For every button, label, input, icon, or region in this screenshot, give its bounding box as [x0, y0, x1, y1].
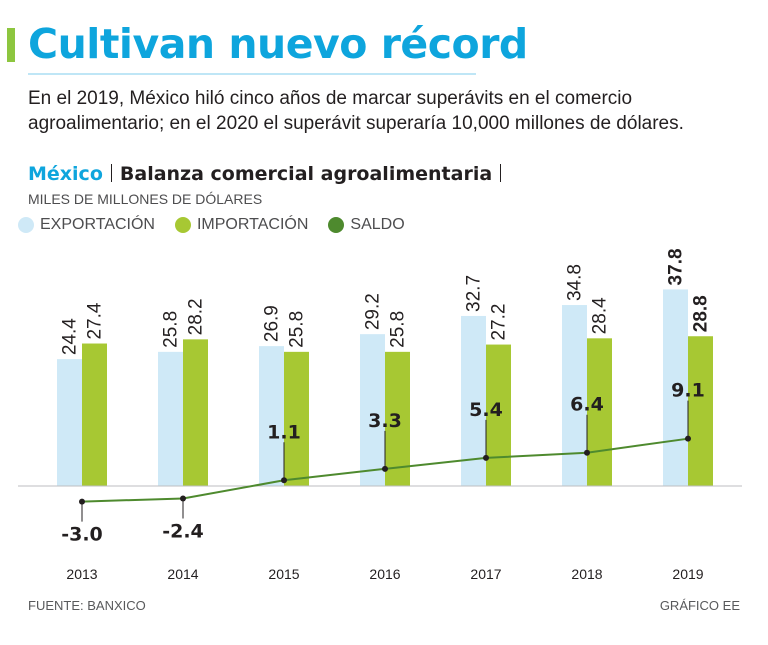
label-saldo-2013: -3.0	[61, 524, 103, 546]
title-underline	[28, 73, 476, 75]
bar-importacion-2014	[183, 339, 208, 486]
label-importacion-2014: 28.2	[186, 298, 207, 335]
label-saldo-2015: 1.1	[267, 421, 301, 443]
legend-label-exportacion: EXPORTACIÓN	[40, 216, 155, 233]
point-saldo-2018	[584, 449, 590, 456]
label-importacion-2017: 27.2	[489, 304, 510, 341]
title-accent-bar	[7, 28, 15, 62]
chart-credit: GRÁFICO EE	[659, 598, 740, 613]
x-tick-2014: 2014	[167, 566, 198, 582]
legend-swatch-importacion	[174, 217, 191, 233]
point-saldo-2013	[79, 498, 85, 505]
heading-separator-end	[500, 164, 502, 182]
legend-label-importacion: IMPORTACIÓN	[196, 216, 309, 233]
label-importacion-2019: 28.8	[691, 295, 712, 332]
page-subtitle: En el 2019, México hiló cinco años de ma…	[28, 88, 684, 134]
legend-item-importacion: IMPORTACIÓN	[174, 216, 309, 234]
label-exportacion-2017: 32.7	[464, 275, 485, 312]
legend-item-saldo: SALDO	[328, 216, 405, 234]
label-importacion-2015: 25.8	[287, 311, 308, 348]
legend-swatch-saldo	[328, 217, 345, 233]
point-saldo-2019	[685, 435, 691, 442]
label-saldo-2016: 3.3	[368, 410, 402, 432]
bar-importacion-2015	[284, 351, 309, 486]
chart-units: MILES DE MILLONES DE DÓLARES	[28, 191, 263, 207]
point-saldo-2014	[180, 495, 186, 502]
page-title: Cultivan nuevo récord	[28, 20, 528, 68]
label-exportacion-2018: 34.8	[565, 264, 586, 301]
label-importacion-2013: 27.4	[85, 302, 106, 339]
bar-importacion-2017	[486, 344, 511, 486]
bar-importacion-2018	[587, 338, 612, 486]
bar-exportacion-2013	[57, 359, 82, 486]
label-exportacion-2019: 37.8	[666, 248, 687, 285]
label-exportacion-2016: 29.2	[363, 293, 384, 330]
label-saldo-2019: 9.1	[671, 380, 705, 402]
bar-importacion-2019	[688, 336, 713, 486]
bar-exportacion-2019	[663, 289, 688, 486]
x-tick-2015: 2015	[268, 566, 299, 582]
label-exportacion-2013: 24.4	[60, 318, 81, 355]
bar-exportacion-2016	[360, 334, 385, 486]
bar-exportacion-2014	[158, 351, 183, 486]
x-tick-2017: 2017	[470, 566, 501, 582]
legend-item-exportacion: EXPORTACIÓN	[18, 216, 155, 234]
label-saldo-2018: 6.4	[570, 394, 604, 416]
bar-importacion-2016	[385, 351, 410, 486]
bar-exportacion-2015	[259, 346, 284, 486]
point-saldo-2015	[281, 477, 287, 484]
label-exportacion-2014: 25.8	[161, 311, 182, 348]
x-tick-2019: 2019	[672, 566, 703, 582]
bar-importacion-2013	[82, 343, 107, 486]
chart-source: FUENTE: BANXICO	[28, 598, 146, 613]
x-tick-2013: 2013	[66, 566, 97, 582]
chart-country: México	[28, 163, 103, 185]
point-saldo-2016	[382, 465, 388, 472]
legend-swatch-exportacion	[18, 217, 34, 233]
x-tick-2016: 2016	[369, 566, 400, 582]
legend-label-saldo: SALDO	[350, 216, 405, 233]
bar-exportacion-2018	[562, 305, 587, 486]
x-tick-2018: 2018	[571, 566, 602, 582]
label-importacion-2016: 25.8	[388, 311, 409, 348]
label-exportacion-2015: 26.9	[262, 305, 283, 342]
label-importacion-2018: 28.4	[590, 297, 611, 334]
point-saldo-2017	[483, 454, 489, 461]
chart-title: Balanza comercial agroalimentaria	[119, 163, 493, 185]
heading-separator	[110, 164, 112, 182]
chart-legend: EXPORTACIÓN IMPORTACIÓN SALDO	[18, 216, 405, 234]
label-saldo-2014: -2.4	[162, 520, 204, 542]
label-saldo-2017: 5.4	[469, 399, 503, 421]
chart-heading: México Balanza comercial agroalimentaria	[28, 162, 509, 186]
